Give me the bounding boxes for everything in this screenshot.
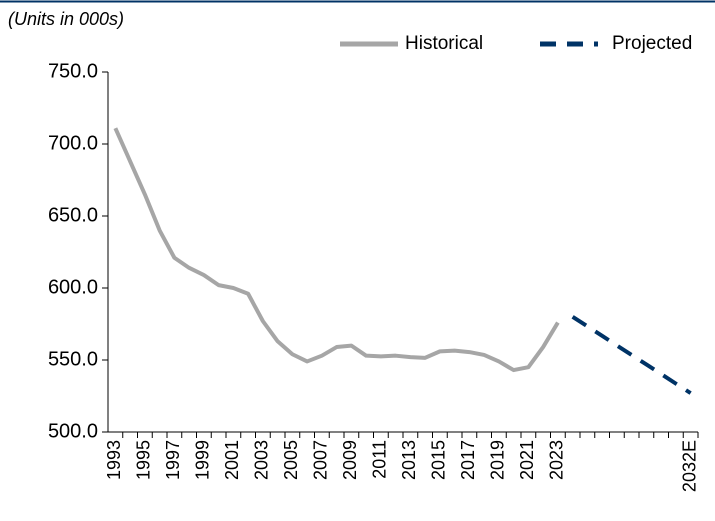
x-tick-label: 2003 [252,440,272,480]
x-tick-label: 1997 [163,440,183,480]
x-tick-label: 2021 [517,440,537,480]
y-tick-label: 600.0 [48,276,98,298]
x-tick-label: 2017 [458,440,478,480]
x-tick-label: 2013 [399,440,419,480]
x-tick-label: 2015 [429,440,449,480]
x-tick-label: 1993 [104,440,124,480]
x-tick-label: 2023 [547,440,567,480]
series-line [113,127,560,373]
y-tick-label: 550.0 [48,348,98,370]
y-tick-label: 650.0 [48,204,98,226]
x-tick-label: 2007 [311,440,331,480]
y-tick-label: 700.0 [48,132,98,154]
y-tick-label: 500.0 [48,420,98,442]
x-tick-label: 1999 [193,440,213,480]
series-line [571,315,692,395]
legend-label: Historical [405,33,483,54]
x-tick-label: 2011 [370,440,390,479]
legend-label: Projected [612,33,692,54]
x-tick-label: 2009 [340,440,360,480]
chart-subtitle: (Units in 000s) [8,9,124,29]
x-tick-label: 2001 [222,440,242,480]
x-tick-label: 2032E [679,440,699,492]
x-tick-label: 2005 [281,440,301,480]
x-tick-label: 1995 [134,440,154,480]
x-tick-label: 2019 [488,440,508,480]
y-tick-label: 750.0 [48,60,98,82]
